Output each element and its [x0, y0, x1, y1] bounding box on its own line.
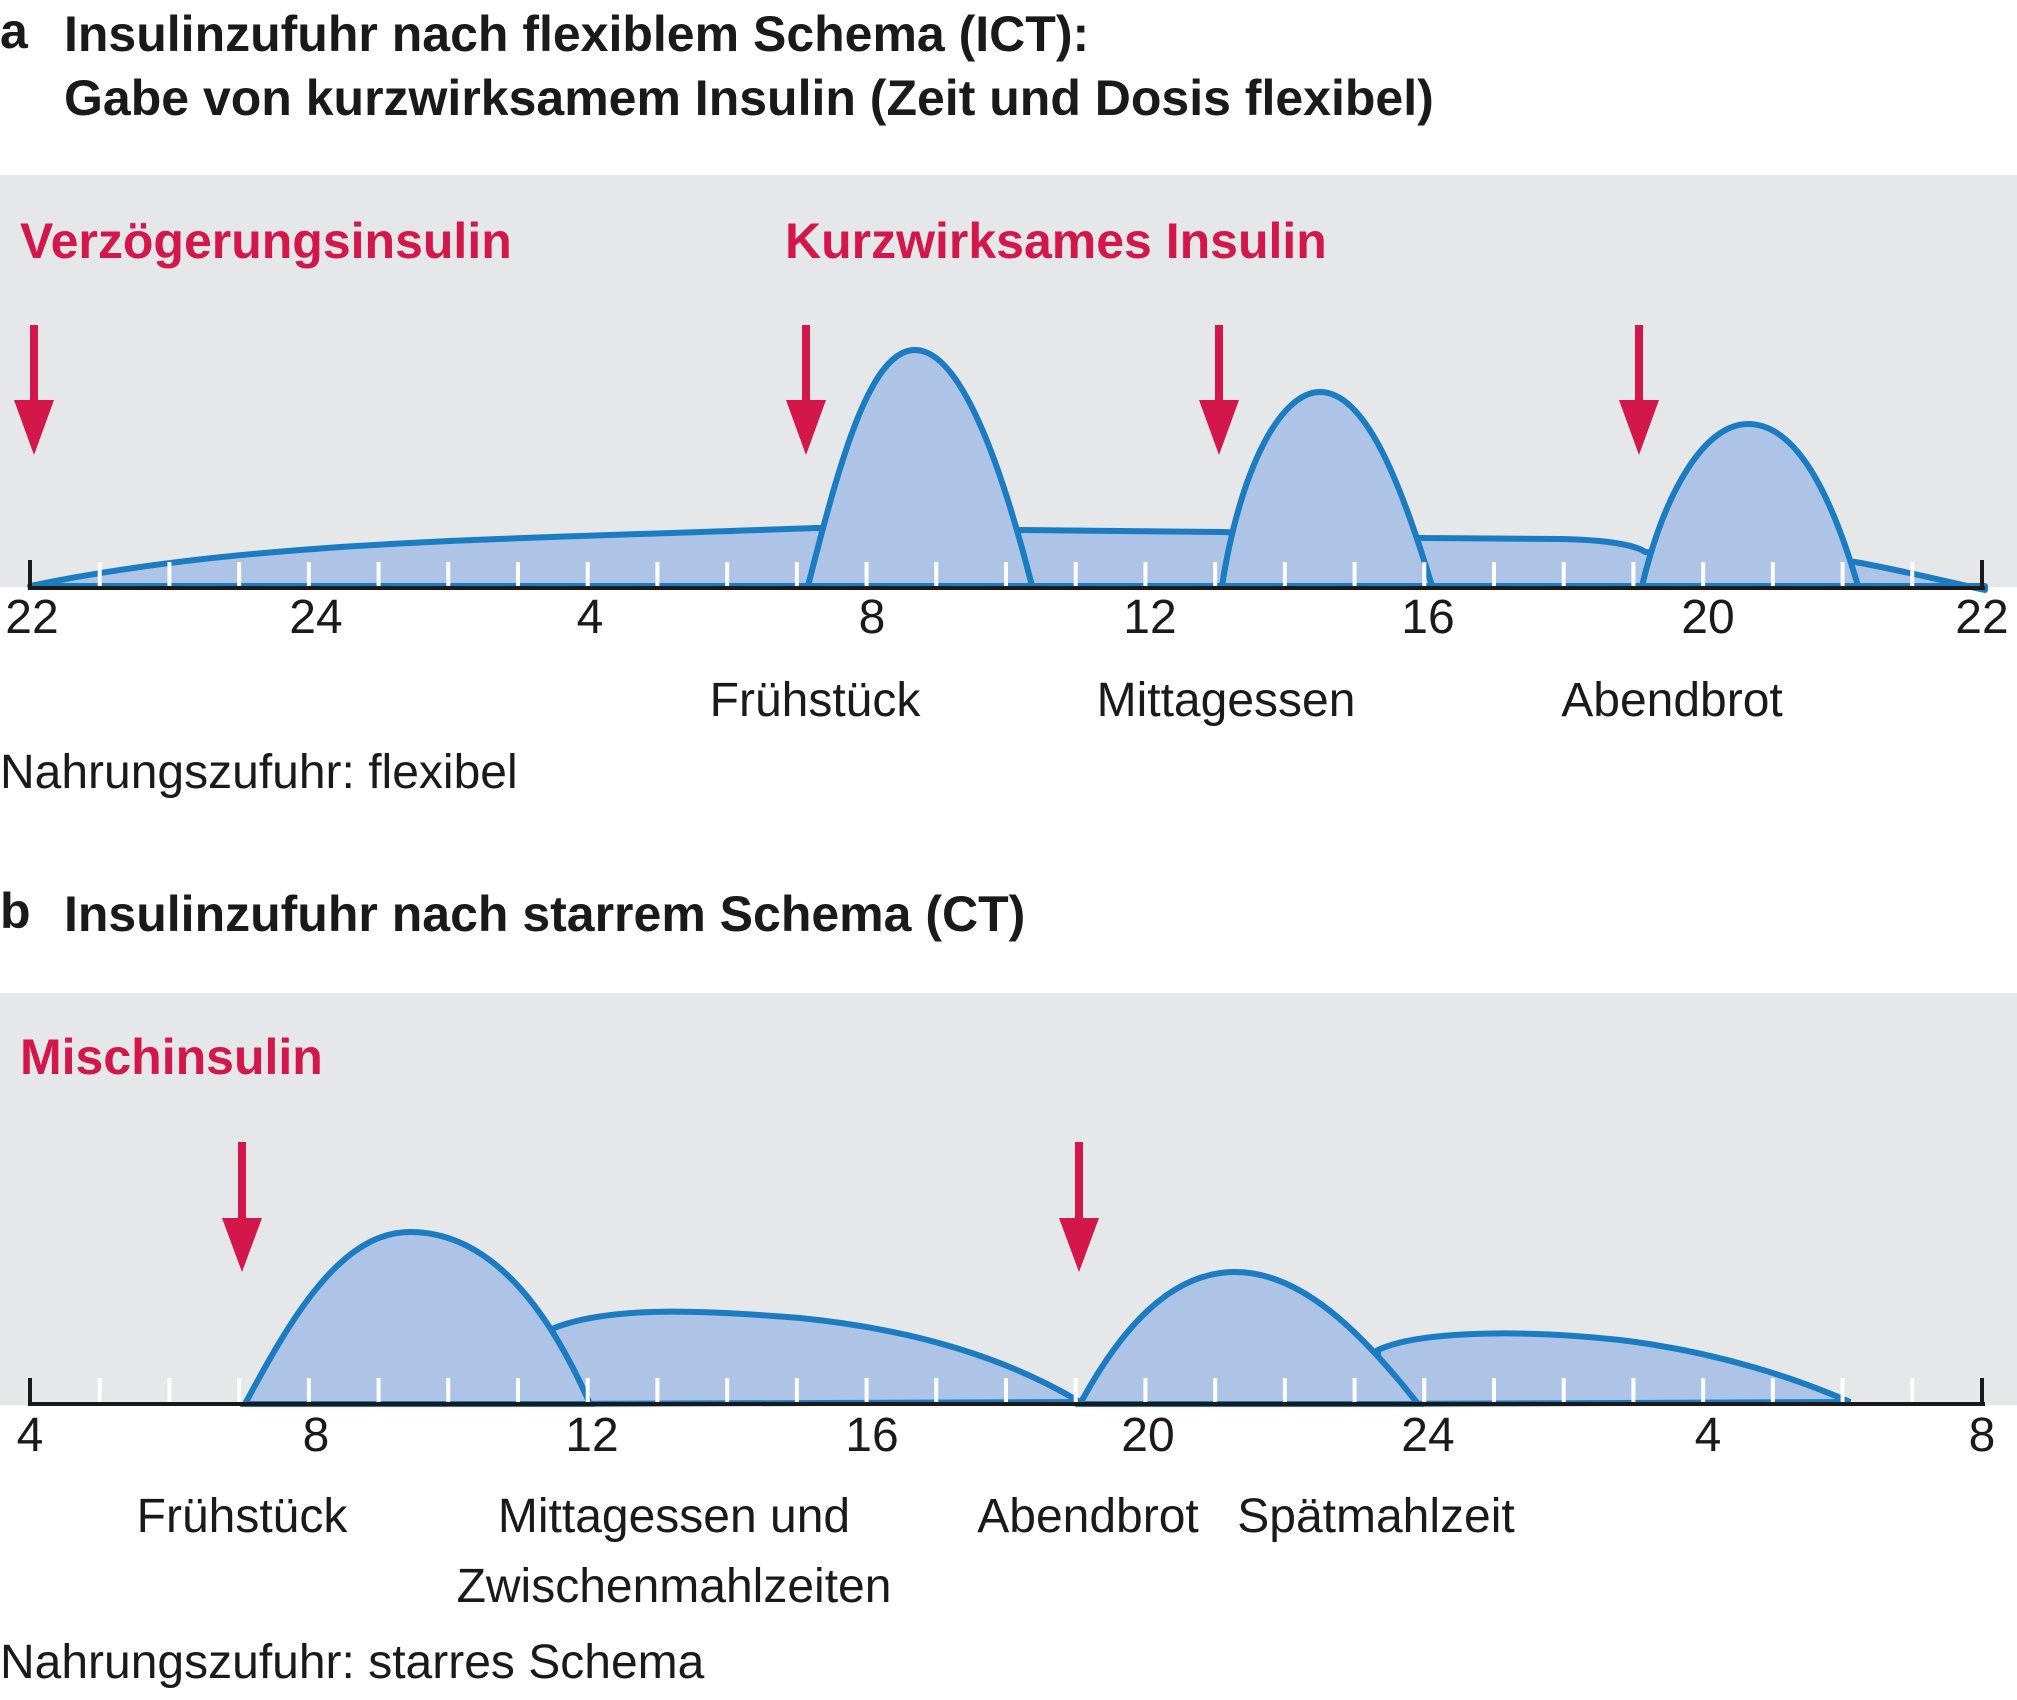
arrow-a-verzoegerungsinsulin [14, 325, 54, 455]
meal-a-fruehstueck: Frühstück [709, 674, 921, 727]
tick-b-5: 24 [1401, 1409, 1455, 1462]
label-mischinsulin: Mischinsulin [20, 1029, 323, 1085]
tick-b-0: 4 [16, 1409, 44, 1462]
panel-b-letter: b [0, 883, 31, 939]
curve-b-basal-morning [542, 1308, 1091, 1408]
tick-a-1: 24 [289, 591, 343, 644]
tick-a-2: 4 [576, 591, 604, 644]
panel-a-title-line1: Insulinzufuhr nach flexiblem Schema (ICT… [64, 6, 1090, 62]
arrow-a-mittagessen [1199, 325, 1239, 455]
meal-b-mittagessen-line2: Zwischenmahlzeiten [456, 1560, 892, 1613]
tick-b-3: 16 [845, 1409, 899, 1462]
meal-b-fruehstueck: Frühstück [136, 1490, 348, 1543]
tick-b-7: 8 [1968, 1409, 1996, 1462]
axis-b [28, 1378, 1985, 1406]
panel-a-title-line2: Gabe von kurzwirksamem Insulin (Zeit und… [64, 70, 1434, 126]
meal-b-spaetmahlzeit: Spätmahlzeit [1237, 1490, 1515, 1543]
curve-b-peak-morning [239, 1228, 595, 1407]
tick-b-6: 4 [1694, 1409, 1722, 1462]
tick-a-3: 8 [858, 591, 886, 644]
tick-a-5: 16 [1401, 591, 1455, 644]
axis-a [28, 560, 1985, 590]
tick-a-6: 20 [1681, 591, 1735, 644]
axis-b-minor-ticks [97, 1378, 1915, 1402]
label-verzoegerungsinsulin: Verzögerungsinsulin [20, 213, 512, 269]
meal-a-mittagessen: Mittagessen [1096, 674, 1356, 727]
curve-b-peak-evening [1074, 1268, 1425, 1407]
arrow-b-fruehstueck [222, 1142, 262, 1272]
curve-b-basal-evening [1375, 1330, 1852, 1408]
tick-a-0: 22 [5, 591, 59, 644]
tick-b-1: 8 [302, 1409, 330, 1462]
arrow-a-fruehstueck [786, 325, 826, 455]
arrow-b-abendbrot [1059, 1142, 1099, 1272]
tick-b-2: 12 [565, 1409, 619, 1462]
note-b: Nahrungszufuhr: starres Schema [0, 1636, 705, 1689]
arrow-a-abendbrot [1619, 325, 1659, 455]
curve-a-bolus-fruehstueck [804, 346, 1036, 589]
curve-a-bolus-abendbrot [1638, 420, 1863, 589]
note-a: Nahrungszufuhr: flexibel [0, 746, 518, 799]
meal-a-abendbrot: Abendbrot [1561, 674, 1783, 727]
tick-a-4: 12 [1123, 591, 1177, 644]
panel-a-letter: a [0, 3, 28, 59]
meal-b-abendbrot: Abendbrot [977, 1490, 1199, 1543]
tick-b-4: 20 [1121, 1409, 1175, 1462]
panel-b-title: Insulinzufuhr nach starrem Schema (CT) [64, 886, 1026, 942]
label-kurzwirksames-insulin: Kurzwirksames Insulin [785, 213, 1327, 269]
curve-a-bolus-mittagessen [1218, 388, 1437, 589]
tick-a-7: 22 [1955, 591, 2009, 644]
meal-b-mittagessen-line1: Mittagessen und [497, 1490, 851, 1543]
axis-a-minor-ticks [97, 562, 1915, 586]
